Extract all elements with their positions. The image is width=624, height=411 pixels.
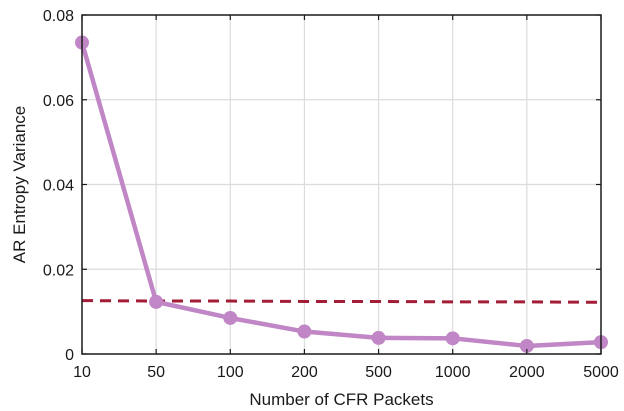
y-axis-label: AR Entropy Variance [10,106,29,263]
x-tick-label: 2000 [509,364,545,381]
x-tick-label: 1000 [435,364,471,381]
dashed-series-line [81,299,602,304]
x-tick-label: 200 [291,364,318,381]
variance-series-line [79,41,602,349]
y-tick-labels: 0 0.02 0.04 0.06 0.08 [43,8,74,364]
y-tick-label: 0.06 [43,93,74,110]
y-tick-label: 0.08 [43,8,74,25]
tick-marks [81,14,602,355]
y-tick-label: 0.02 [43,262,74,279]
variance-data-point [149,294,164,309]
x-tick-label: 5000 [583,364,619,381]
x-tick-label: 100 [217,364,244,381]
x-tick-label: 50 [147,364,165,381]
y-tick-label: 0 [65,347,74,364]
y-tick-label: 0.04 [43,178,74,195]
variance-data-point [445,331,460,346]
variance-data-point [371,330,386,345]
variance-data-point [223,310,238,325]
variance-data-point [519,338,534,353]
x-tick-labels: 10 50 100 200 500 1000 2000 5000 [73,364,619,381]
series-layer [75,35,608,353]
x-axis-label: Number of CFR Packets [249,390,433,409]
variance-data-point [297,324,312,339]
x-tick-label: 500 [365,364,392,381]
x-tick-label: 10 [73,364,91,381]
grid-lines [82,15,601,354]
